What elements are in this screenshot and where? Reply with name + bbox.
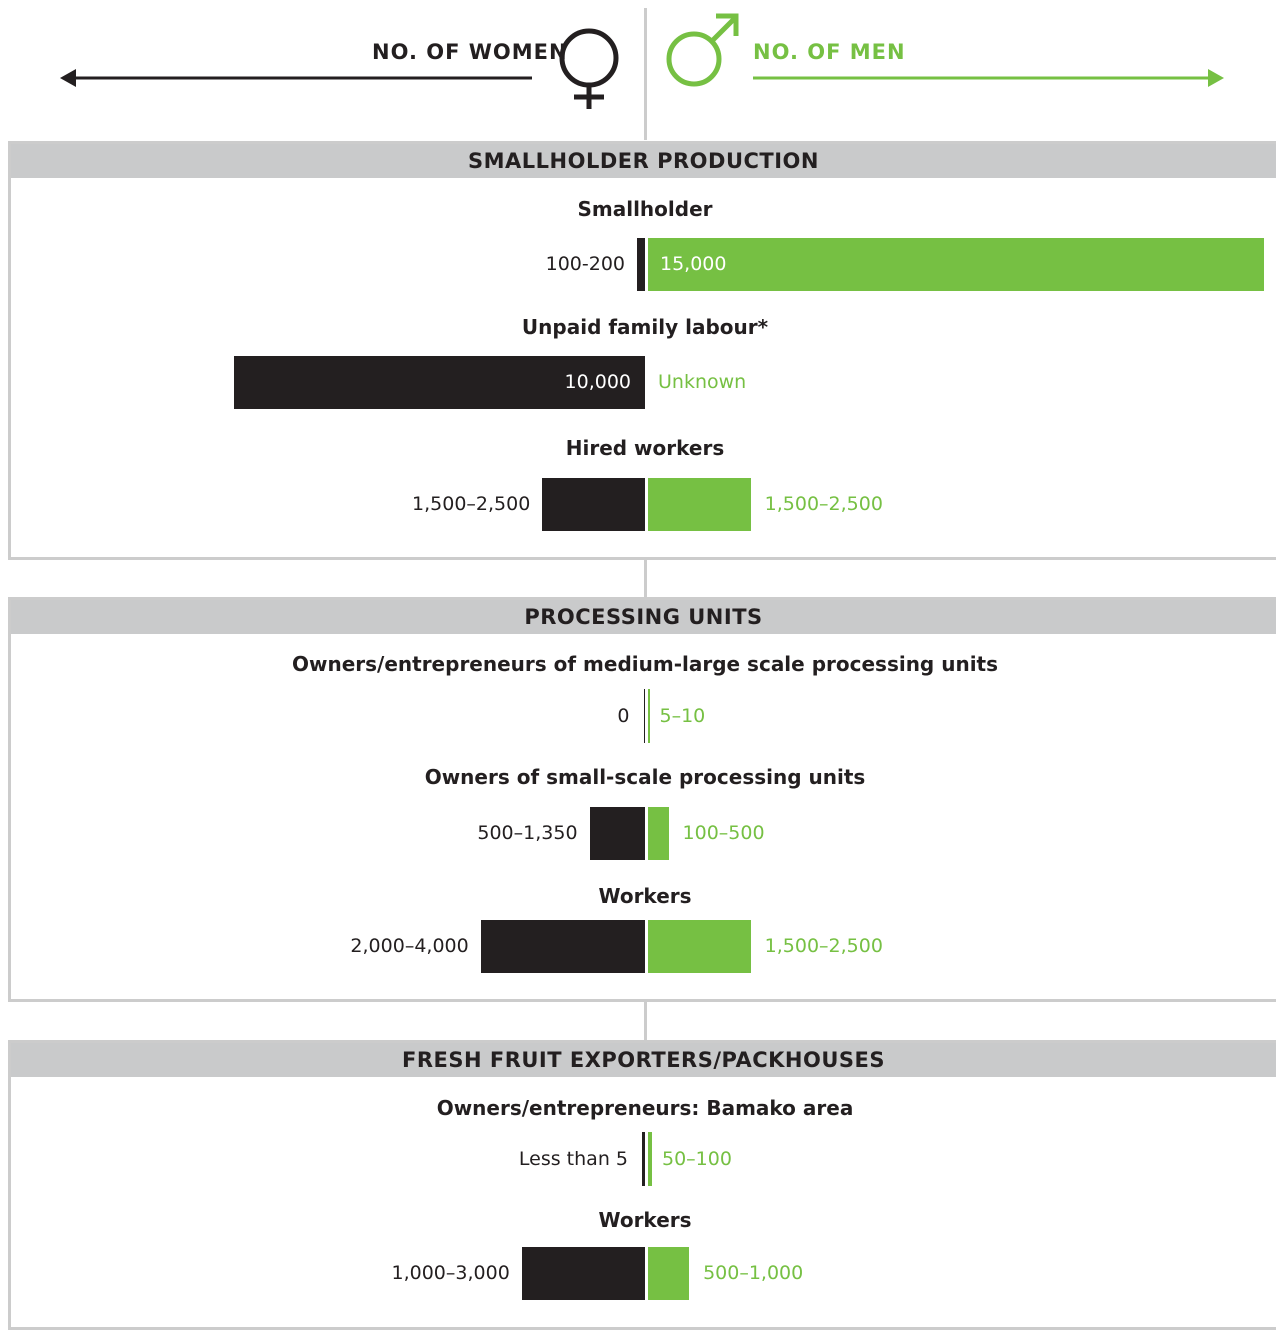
group-label: Owners of small-scale processing units xyxy=(424,765,866,789)
bar-men xyxy=(648,237,1264,291)
women-value-label: 1,000–3,000 xyxy=(391,1262,510,1284)
bar-women xyxy=(643,689,645,743)
section-title: FRESH FRUIT EXPORTERS/PACKHOUSES xyxy=(11,1043,1276,1077)
bar-women xyxy=(480,919,645,973)
bar-women xyxy=(642,1132,645,1186)
section-title: PROCESSING UNITS xyxy=(11,600,1276,634)
center-divider-top xyxy=(644,8,647,140)
bar-women xyxy=(521,1246,645,1300)
group-label: Owners/entrepreneurs: Bamako area xyxy=(436,1096,854,1120)
group-label: Smallholder xyxy=(577,197,713,221)
women-value-label: Less than 5 xyxy=(518,1148,628,1170)
group-label: Hired workers xyxy=(565,436,725,460)
women-arrow xyxy=(60,69,532,87)
women-value-label: 10,000 xyxy=(564,371,631,393)
legend-men-label: NO. OF MEN xyxy=(753,40,906,64)
legend-women-label: NO. OF WOMEN xyxy=(372,40,568,64)
bar-men xyxy=(648,806,669,860)
men-value-label: 50–100 xyxy=(662,1148,732,1170)
group-label: Unpaid family labour* xyxy=(521,315,769,339)
female-symbol-icon xyxy=(559,28,619,109)
men-value-label: Unknown xyxy=(658,371,747,393)
bar-men xyxy=(648,477,751,531)
bar-men xyxy=(648,1246,690,1300)
legend-arrows xyxy=(60,13,1224,109)
men-value-label: 5–10 xyxy=(659,705,706,727)
men-value-label: 1,500–2,500 xyxy=(764,935,883,957)
bar-women xyxy=(589,806,645,860)
women-value-label: 100-200 xyxy=(545,253,625,275)
bar-women xyxy=(542,477,645,531)
group-label: Workers xyxy=(598,884,692,908)
women-value-label: 500–1,350 xyxy=(477,822,578,844)
bar-women xyxy=(234,355,645,409)
men-value-label: 1,500–2,500 xyxy=(764,493,883,515)
group-label: Owners/entrepreneurs of medium-large sca… xyxy=(291,652,999,676)
women-value-label: 1,500–2,500 xyxy=(412,493,531,515)
bar-men xyxy=(648,1132,652,1186)
section-title: SMALLHOLDER PRODUCTION xyxy=(11,144,1276,178)
bar-men xyxy=(648,689,650,743)
men-arrow xyxy=(753,69,1224,87)
male-symbol-icon xyxy=(666,13,739,87)
men-value-label: 15,000 xyxy=(660,253,727,275)
women-value-label: 2,000–4,000 xyxy=(350,935,469,957)
bar-women xyxy=(637,237,645,291)
center-divider-mid2 xyxy=(644,1000,647,1040)
men-value-label: 500–1,000 xyxy=(703,1262,804,1284)
center-divider-mid1 xyxy=(644,558,647,598)
bar-men xyxy=(648,919,751,973)
men-value-label: 100–500 xyxy=(682,822,765,844)
group-label: Workers xyxy=(598,1208,692,1232)
women-value-label: 0 xyxy=(617,705,630,727)
